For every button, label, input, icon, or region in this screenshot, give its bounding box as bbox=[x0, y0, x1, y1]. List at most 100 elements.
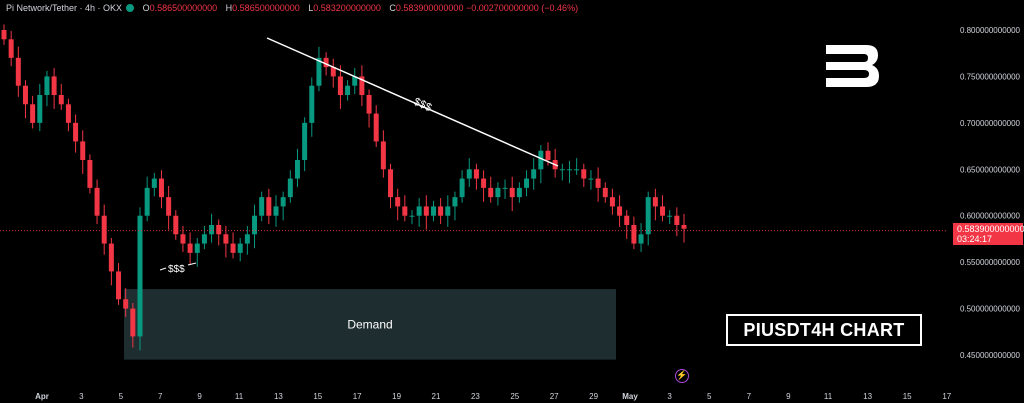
candle-body bbox=[667, 215, 673, 217]
candle-body bbox=[488, 187, 494, 198]
price-tick-label: 0.450000000000 bbox=[960, 351, 1021, 360]
candle-body bbox=[30, 104, 36, 123]
candle-body bbox=[209, 225, 215, 235]
price-tick-label: 0.700000000000 bbox=[960, 119, 1021, 128]
low-value: 0.583200000000 bbox=[313, 3, 381, 13]
candle-body bbox=[609, 197, 615, 207]
candle-body bbox=[588, 178, 594, 180]
candle-body bbox=[352, 76, 358, 86]
time-tick-label: 9 bbox=[197, 392, 202, 401]
candle-body bbox=[524, 178, 530, 188]
candle-body bbox=[416, 206, 422, 216]
price-tick-label: 0.750000000000 bbox=[960, 72, 1021, 81]
candle-body bbox=[559, 169, 565, 171]
candle-body bbox=[173, 215, 179, 235]
candle-body bbox=[137, 215, 143, 337]
candle-body bbox=[94, 187, 100, 216]
candle-body bbox=[280, 197, 286, 207]
time-tick-label: 21 bbox=[432, 392, 441, 401]
candle-body bbox=[216, 225, 222, 235]
candle-body bbox=[566, 169, 572, 171]
time-tick-label: 13 bbox=[863, 392, 872, 401]
candle-body bbox=[101, 215, 107, 244]
time-tick-label: 3 bbox=[667, 392, 672, 401]
candle-body bbox=[502, 187, 508, 189]
candle-body bbox=[459, 178, 465, 198]
time-tick-label: Apr bbox=[35, 392, 49, 401]
time-tick-label: 15 bbox=[313, 392, 322, 401]
candle-body bbox=[51, 76, 57, 95]
price-tick-label: 0.800000000000 bbox=[960, 26, 1021, 35]
candle-body bbox=[108, 243, 114, 272]
close-label: C bbox=[389, 3, 396, 13]
candle-body bbox=[8, 39, 14, 58]
candle-body bbox=[516, 187, 522, 198]
time-tick-label: 5 bbox=[707, 392, 712, 401]
high-label: H bbox=[225, 3, 233, 13]
candle-body bbox=[130, 308, 136, 337]
candle-body bbox=[58, 95, 64, 105]
high-value: 0.586500000000 bbox=[232, 3, 300, 13]
time-tick-label: 23 bbox=[471, 392, 480, 401]
candle-body bbox=[445, 206, 451, 216]
time-tick-label: 11 bbox=[235, 392, 244, 401]
time-tick-label: 13 bbox=[274, 392, 283, 401]
ohlc-header: Pi Network/Tether · 4h · OKX O 0.58650000… bbox=[6, 3, 578, 13]
candle-body bbox=[481, 178, 487, 188]
candle-body bbox=[302, 122, 308, 160]
price-tick-label: 0.650000000000 bbox=[960, 165, 1021, 174]
candle-body bbox=[144, 187, 150, 216]
candle-body bbox=[194, 243, 200, 253]
candle-body bbox=[574, 169, 580, 171]
price-axis[interactable]: 0.800000000000 0.750000000000 0.7000000000… bbox=[960, 26, 1021, 360]
market-status-icon bbox=[126, 4, 135, 12]
candle-body bbox=[294, 160, 300, 179]
candle-body bbox=[388, 169, 394, 198]
candle-body bbox=[80, 141, 86, 160]
candle-body bbox=[230, 243, 236, 253]
current-price-value: 0.583900000000 bbox=[957, 224, 1024, 234]
candle-body bbox=[660, 206, 666, 216]
candle-body bbox=[337, 76, 343, 95]
candle-body bbox=[366, 95, 372, 114]
symbol-label: Pi Network/Tether · 4h · OKX bbox=[6, 3, 123, 13]
candle-body bbox=[44, 76, 50, 95]
candle-body bbox=[1, 30, 7, 40]
lightning-icon[interactable]: ⚡ bbox=[675, 369, 689, 383]
candle-body bbox=[617, 206, 623, 216]
candle-body bbox=[345, 85, 351, 95]
candle-body bbox=[581, 169, 587, 179]
candle-body bbox=[237, 243, 243, 253]
candle-body bbox=[273, 206, 279, 216]
time-tick-label: 29 bbox=[589, 392, 598, 401]
candle-body bbox=[681, 225, 687, 229]
candle-body bbox=[409, 215, 415, 217]
low-label: L bbox=[308, 3, 314, 13]
candle-body bbox=[395, 197, 401, 207]
candle-body bbox=[423, 206, 429, 216]
demand-zone bbox=[124, 289, 616, 360]
open-label: O bbox=[142, 3, 150, 13]
candle-body bbox=[624, 215, 630, 225]
chart-title-box: PIUSDT4H CHART bbox=[726, 314, 922, 346]
candle-body bbox=[201, 234, 207, 244]
time-axis[interactable]: Apr 3 5 7 9 11 13 15 17 19 21 23 25 27 29 May 3 5 7 9 11 13 15… bbox=[35, 392, 952, 401]
candle-body bbox=[330, 67, 336, 77]
brand-b-logo-icon bbox=[826, 45, 879, 87]
time-tick-label: 15 bbox=[903, 392, 912, 401]
time-tick-label: May bbox=[622, 392, 638, 401]
candle-body bbox=[602, 187, 608, 198]
trendline-liquidity-label: $$$ bbox=[412, 96, 434, 114]
candle-body bbox=[259, 197, 265, 216]
candle-body bbox=[674, 215, 680, 225]
time-tick-label: 9 bbox=[786, 392, 791, 401]
candle-body bbox=[15, 57, 21, 86]
candle-body bbox=[287, 178, 293, 198]
candle-body bbox=[223, 234, 229, 244]
candle-body bbox=[402, 206, 408, 216]
candle-body bbox=[380, 141, 386, 170]
time-tick-label: 17 bbox=[353, 392, 362, 401]
candle-body bbox=[359, 76, 365, 95]
candle-body bbox=[187, 243, 193, 253]
